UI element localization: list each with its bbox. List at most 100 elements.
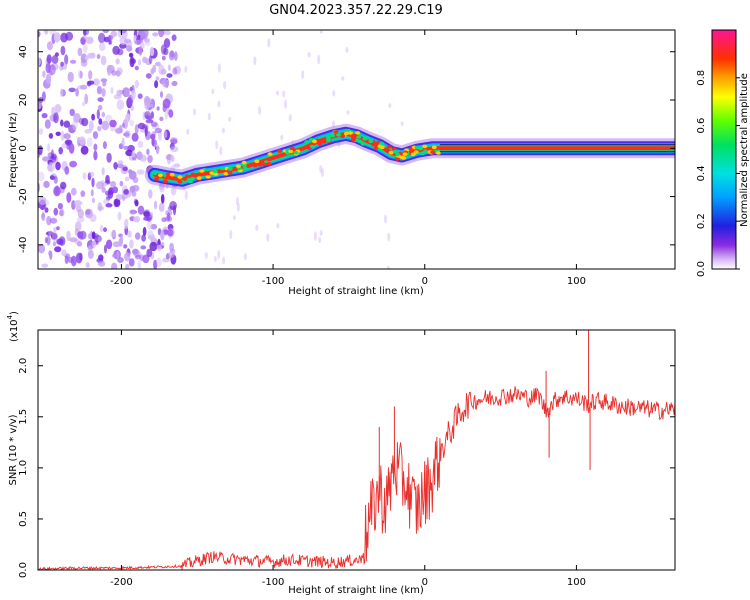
noise-blob	[82, 43, 88, 54]
noise-blob	[161, 217, 167, 223]
noise-blob	[81, 101, 86, 107]
noise-blob	[74, 199, 82, 207]
noise-blob	[38, 196, 47, 205]
noise-blob	[115, 127, 124, 134]
noise-blob	[112, 241, 121, 248]
noise-blob	[129, 239, 134, 249]
ridge-blob	[392, 149, 398, 154]
noise-blob	[134, 65, 139, 71]
noise-blob	[170, 155, 175, 163]
noise-blob	[153, 259, 158, 269]
noise-blob	[173, 65, 181, 75]
colorbar-tick-label: 0.2	[696, 213, 707, 229]
noise-blob	[103, 227, 107, 233]
noise-blob	[38, 145, 43, 156]
noise-blob	[103, 244, 108, 254]
noise-blob	[100, 55, 107, 66]
spectrogram-y-tick-label: 40	[18, 45, 29, 58]
noise-blob	[38, 128, 44, 135]
noise-blob	[150, 111, 154, 119]
noise-blob	[60, 119, 64, 127]
noise-blob	[156, 106, 160, 111]
noise-blob	[53, 32, 61, 43]
noise-blob	[43, 180, 50, 188]
noise-blob	[121, 123, 125, 128]
noise-blob	[143, 37, 150, 43]
noise-blob	[102, 141, 107, 150]
noise-blob	[213, 255, 217, 263]
noise-blob	[134, 200, 139, 207]
noise-blob	[160, 68, 167, 75]
noise-blob	[103, 198, 110, 205]
ridge-blob	[199, 169, 205, 173]
noise-blob	[127, 230, 132, 238]
noise-blob	[63, 120, 71, 128]
noise-blob	[129, 86, 133, 92]
ridge-blob	[241, 163, 247, 167]
noise-blob	[280, 134, 284, 141]
ridge-blob	[325, 135, 331, 140]
noise-blob	[134, 232, 141, 240]
ridge-blob	[395, 152, 401, 157]
noise-blob	[53, 226, 57, 233]
ridge-blob	[399, 155, 405, 160]
noise-blob	[44, 119, 51, 129]
noise-blob	[217, 100, 221, 108]
noise-blob	[110, 87, 114, 94]
noise-blob	[69, 160, 77, 168]
noise-blob	[64, 255, 69, 264]
noise-blob	[101, 167, 105, 176]
noise-blob	[111, 262, 118, 269]
ridge-blob	[431, 145, 437, 150]
noise-blob	[47, 143, 51, 152]
noise-blob	[60, 88, 64, 97]
ridge-blob	[357, 139, 363, 144]
noise-blob	[153, 200, 158, 210]
noise-blob	[192, 108, 196, 116]
ridge-blob	[368, 139, 374, 144]
noise-blob	[319, 165, 323, 173]
noise-blob	[122, 166, 128, 172]
snr-x-label: Height of straight line (km)	[288, 585, 424, 596]
noise-blob	[163, 38, 171, 49]
noise-blob	[137, 140, 144, 148]
noise-blob	[77, 47, 83, 57]
noise-blob	[134, 254, 142, 260]
noise-blob	[85, 36, 94, 44]
ridge-blob	[209, 171, 215, 175]
snr-frame	[37, 329, 676, 571]
noise-blob	[154, 61, 161, 67]
noise-blob	[124, 38, 132, 44]
spectrogram-x-label: Height of straight line (km)	[288, 286, 424, 297]
noise-blob	[97, 202, 103, 212]
figure-title: GN04.2023.357.22.29.C19	[269, 3, 443, 18]
ridge-blob	[309, 144, 315, 149]
colorbar-tick-label: 0.8	[696, 70, 707, 86]
noise-blob	[228, 116, 232, 122]
noise-blob	[345, 46, 349, 53]
snr-line	[38, 386, 675, 570]
noise-blob	[168, 109, 174, 118]
noise-blob	[67, 71, 74, 83]
noise-blob	[46, 235, 51, 246]
ridge-blob	[205, 175, 211, 179]
noise-blob	[219, 146, 223, 156]
noise-blob	[221, 127, 225, 134]
noise-blob	[142, 56, 148, 63]
noise-blob	[144, 130, 151, 141]
noise-blob	[113, 162, 118, 170]
noise-blob	[116, 251, 120, 260]
noise-blob	[70, 187, 77, 196]
noise-blob	[82, 172, 87, 180]
noise-blob	[86, 137, 93, 147]
noise-blob	[79, 252, 83, 261]
ridge-blob	[212, 169, 218, 174]
ridge-blob	[158, 173, 163, 178]
noise-blob	[97, 260, 106, 267]
noise-blob	[168, 251, 175, 258]
noise-blob	[137, 59, 142, 66]
noise-blob	[110, 230, 117, 238]
noise-blob	[105, 174, 110, 184]
noise-blob	[137, 93, 143, 99]
snr-y-scale: (x104)	[6, 311, 20, 342]
